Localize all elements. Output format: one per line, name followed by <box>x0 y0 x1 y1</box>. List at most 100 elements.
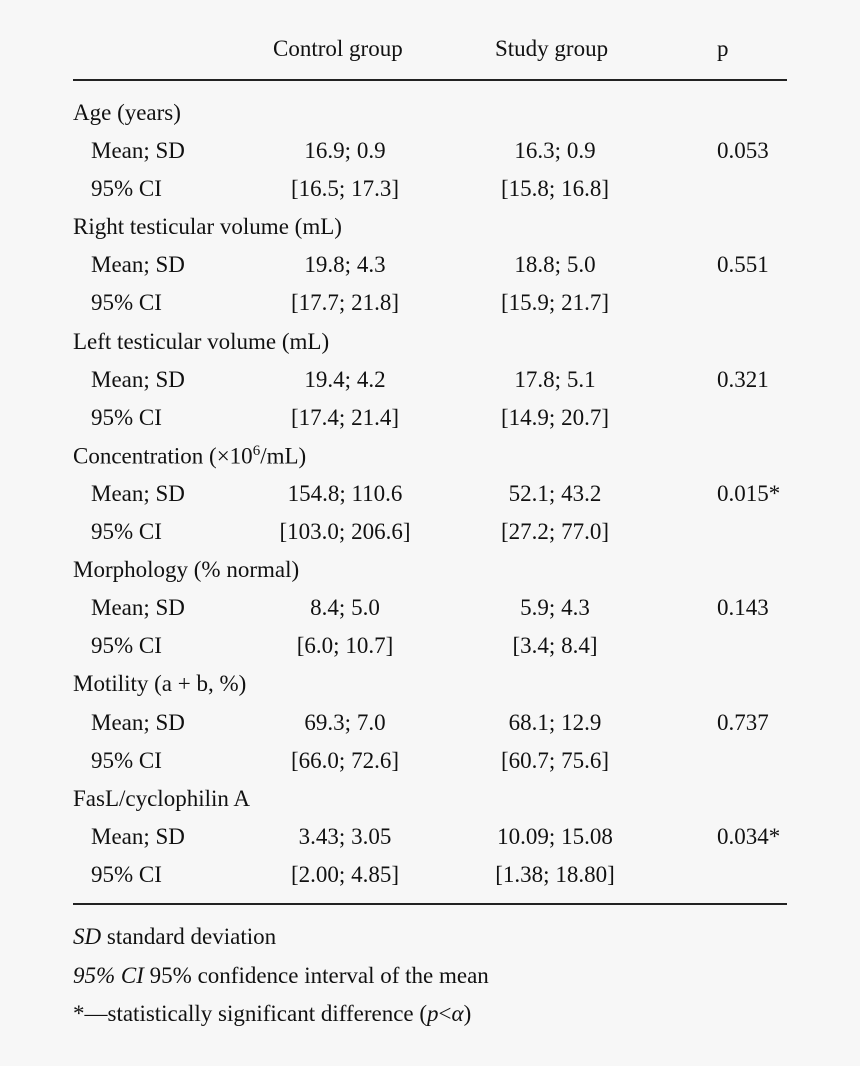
section-title: Age (years) <box>73 100 181 126</box>
section-row: Motility (a + b, %) <box>0 665 860 703</box>
control-value: 8.4; 5.0 <box>310 595 380 621</box>
section-title-text: Concentration (×10 <box>73 443 253 469</box>
table-row: 95% CI [6.0; 10.7] [3.4; 8.4] <box>0 627 860 665</box>
control-value: [6.0; 10.7] <box>296 633 394 659</box>
study-value: 17.8; 5.1 <box>514 366 596 392</box>
row-label: Mean; SD <box>91 480 185 506</box>
control-value: [17.7; 21.8] <box>291 290 399 316</box>
footnote-sd-abbr: SD <box>73 924 102 949</box>
p-value: 0.143 <box>717 595 769 621</box>
control-value: 19.8; 4.3 <box>304 252 386 278</box>
table-row: Mean; SD 154.8; 110.6 52.1; 43.2 0.015* <box>0 475 860 513</box>
table-row: 95% CI [17.7; 21.8] [15.9; 21.7] <box>0 284 860 322</box>
p-value: 0.551 <box>717 252 769 278</box>
footnote-ci-abbr: 95% CI <box>73 962 144 988</box>
section-title-superscript: 6 <box>252 442 261 459</box>
control-value: [2.00; 4.85] <box>291 861 399 887</box>
control-value: 69.3; 7.0 <box>304 709 386 735</box>
table-row: Mean; SD 16.9; 0.9 16.3; 0.9 0.053 <box>0 132 860 170</box>
header-p: p <box>717 36 729 61</box>
control-value: [103.0; 206.6] <box>279 519 411 545</box>
footnote-sd: SD standard deviation <box>73 918 787 957</box>
table-row: 95% CI [16.5; 17.3] [15.8; 16.8] <box>0 170 860 208</box>
section-row: Concentration (×106/mL) <box>0 437 860 475</box>
section-row: Age (years) <box>0 94 860 132</box>
control-value: 3.43; 3.05 <box>298 823 392 849</box>
table-row: Mean; SD 19.4; 4.2 17.8; 5.1 0.321 <box>0 361 860 399</box>
control-value: 154.8; 110.6 <box>287 480 403 506</box>
row-label: 95% CI <box>91 519 162 545</box>
footnote-sig-lt: < <box>438 1001 452 1026</box>
section-title-suffix: /mL) <box>260 443 307 469</box>
row-label: Mean; SD <box>91 138 185 164</box>
p-value: 0.737 <box>717 709 769 735</box>
section-title: Left testicular volume (mL) <box>73 329 329 355</box>
footnote-significance: *—statistically significant difference (… <box>73 995 787 1034</box>
section-title-text: Age (years) <box>73 100 181 125</box>
row-label: 95% CI <box>91 861 162 887</box>
study-value: [1.38; 18.80] <box>495 861 615 887</box>
section-row: Left testicular volume (mL) <box>0 323 860 361</box>
section-title: FasL/cyclophilin A <box>73 786 250 812</box>
study-value: [3.4; 8.4] <box>512 633 598 659</box>
table-row: 95% CI [17.4; 21.4] [14.9; 20.7] <box>0 399 860 437</box>
control-value: [17.4; 21.4] <box>291 404 399 430</box>
table-row: 95% CI [103.0; 206.6] [27.2; 77.0] <box>0 513 860 551</box>
p-value: 0.321 <box>717 366 769 392</box>
study-value: 18.8; 5.0 <box>514 252 596 278</box>
control-value: 16.9; 0.9 <box>304 138 386 164</box>
section-title: Morphology (% normal) <box>73 557 299 583</box>
section-title-text: Motility (a + b, %) <box>73 671 247 697</box>
p-value: 0.015* <box>717 480 781 506</box>
row-label: Mean; SD <box>91 366 185 392</box>
row-label: 95% CI <box>91 747 162 773</box>
table-row: Mean; SD 3.43; 3.05 10.09; 15.08 0.034* <box>0 818 860 856</box>
table-footnotes: SD standard deviation 95% CI 95% confide… <box>73 918 787 1034</box>
bottom-rule <box>73 903 787 905</box>
study-value: [60.7; 75.6] <box>501 747 609 773</box>
row-label: Mean; SD <box>91 595 185 621</box>
section-title: Motility (a + b, %) <box>73 671 246 697</box>
footnote-sig-text: *—statistically significant difference ( <box>73 1001 428 1026</box>
table-body: Age (years) Mean; SD 16.9; 0.9 16.3; 0.9 0.0… <box>0 94 860 894</box>
header-rule <box>73 79 787 81</box>
table-row: Mean; SD 8.4; 5.0 5.9; 4.3 0.143 <box>0 589 860 627</box>
section-title: Right testicular volume (mL) <box>73 214 342 240</box>
section-row: Morphology (% normal) <box>0 551 860 589</box>
footnote-sig-alpha: α <box>451 1001 464 1026</box>
header-study-group: Study group <box>495 36 609 61</box>
header-control-group: Control group <box>273 36 403 61</box>
section-title: Concentration (×106/mL) <box>73 443 306 470</box>
table-row: Mean; SD 19.8; 4.3 18.8; 5.0 0.551 <box>0 246 860 284</box>
table-row: 95% CI [66.0; 72.6] [60.7; 75.6] <box>0 742 860 780</box>
footnote-sig-close: ) <box>463 1001 472 1026</box>
p-value: 0.034* <box>717 823 781 849</box>
study-value: [14.9; 20.7] <box>501 404 609 430</box>
control-value: 19.4; 4.2 <box>304 366 386 392</box>
table-row: 95% CI [2.00; 4.85] [1.38; 18.80] <box>0 856 860 894</box>
study-value: 10.09; 15.08 <box>497 823 613 849</box>
table-row: Mean; SD 69.3; 7.0 68.1; 12.9 0.737 <box>0 704 860 742</box>
row-label: Mean; SD <box>91 709 185 735</box>
section-title-text: Morphology (% normal) <box>73 557 300 583</box>
section-row: FasL/cyclophilin A <box>0 780 860 818</box>
footnote-ci: 95% CI 95% confidence interval of the me… <box>73 957 787 996</box>
study-value: [27.2; 77.0] <box>501 519 609 545</box>
p-value: 0.053 <box>717 138 769 164</box>
row-label: 95% CI <box>91 176 162 202</box>
row-label: 95% CI <box>91 404 162 430</box>
section-title-text: FasL/cyclophilin A <box>73 785 250 811</box>
footnote-sd-text: standard deviation <box>101 924 277 949</box>
row-label: Mean; SD <box>91 252 185 278</box>
footnote-sig-p: p <box>427 1001 439 1026</box>
study-value: 5.9; 4.3 <box>520 595 590 621</box>
study-value: [15.8; 16.8] <box>501 176 609 202</box>
row-label: Mean; SD <box>91 823 185 849</box>
study-value: 68.1; 12.9 <box>508 709 602 735</box>
control-value: [66.0; 72.6] <box>291 747 399 773</box>
footnote-ci-text: 95% confidence interval of the mean <box>143 962 489 988</box>
row-label: 95% CI <box>91 633 162 659</box>
section-title-text: Left testicular volume (mL) <box>73 328 330 354</box>
control-value: [16.5; 17.3] <box>291 176 399 202</box>
